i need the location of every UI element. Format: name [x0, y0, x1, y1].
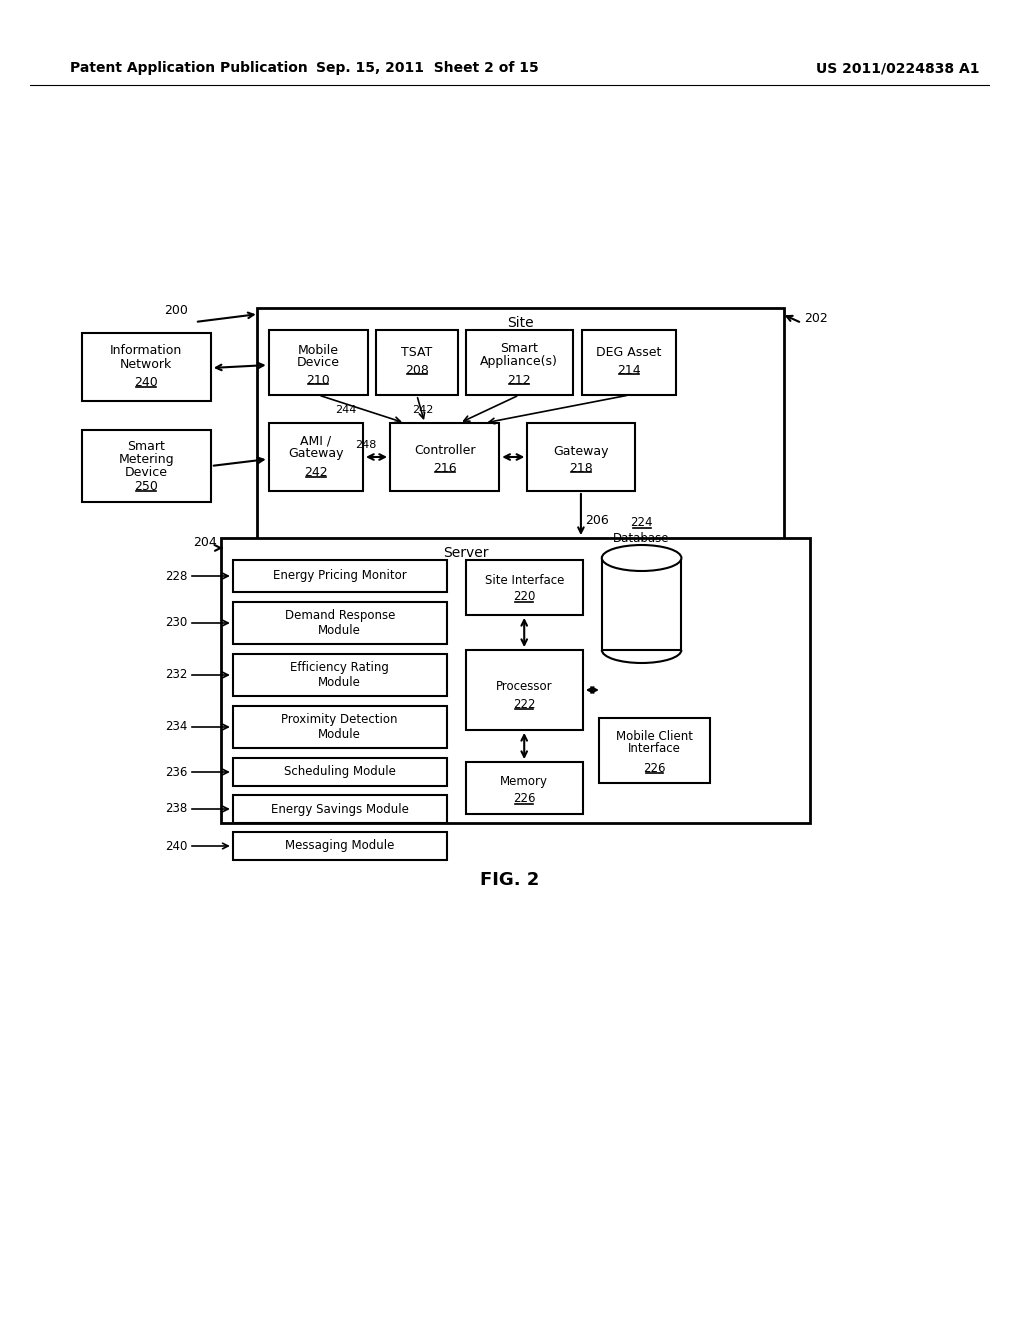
Text: 220: 220 [513, 590, 536, 603]
Bar [602, 558, 681, 649]
Text: 240: 240 [165, 840, 187, 853]
Text: 240: 240 [134, 376, 158, 389]
Text: Module: Module [318, 676, 361, 689]
Text: Processor: Processor [496, 680, 553, 693]
Text: 222: 222 [513, 697, 536, 710]
Text: Device: Device [125, 466, 168, 479]
Text: FIG. 2: FIG. 2 [479, 871, 539, 888]
Text: DEG Asset: DEG Asset [596, 346, 662, 359]
Text: 228: 228 [165, 569, 187, 582]
Text: 206: 206 [585, 515, 608, 528]
Text: 226: 226 [513, 792, 536, 805]
Bar [527, 422, 635, 491]
Text: US 2011/0224838 A1: US 2011/0224838 A1 [816, 61, 979, 75]
Text: 250: 250 [134, 480, 158, 494]
Text: Energy Pricing Monitor: Energy Pricing Monitor [272, 569, 407, 582]
Text: 208: 208 [404, 363, 429, 376]
Bar [466, 762, 583, 814]
Text: 200: 200 [164, 304, 188, 317]
Text: 242: 242 [412, 405, 433, 414]
Text: Site: Site [507, 315, 534, 330]
Text: Interface: Interface [628, 742, 681, 755]
Text: Proximity Detection: Proximity Detection [282, 714, 398, 726]
Text: 202: 202 [804, 312, 827, 325]
Text: Module: Module [318, 727, 361, 741]
Text: Efficiency Rating: Efficiency Rating [290, 661, 389, 675]
Text: 204: 204 [193, 536, 217, 549]
Text: 216: 216 [433, 462, 457, 474]
Text: Server: Server [442, 546, 488, 560]
Text: Appliance(s): Appliance(s) [480, 355, 558, 367]
Text: TSAT: TSAT [401, 346, 432, 359]
Ellipse shape [602, 545, 681, 572]
Text: Device: Device [297, 356, 340, 370]
Text: 226: 226 [643, 762, 666, 775]
Bar [232, 706, 446, 748]
Bar [232, 795, 446, 822]
Text: Module: Module [318, 623, 361, 636]
Bar [376, 330, 458, 395]
Bar [232, 832, 446, 861]
Text: Database: Database [613, 532, 670, 544]
Text: Memory: Memory [500, 776, 548, 788]
Text: Sep. 15, 2011  Sheet 2 of 15: Sep. 15, 2011 Sheet 2 of 15 [316, 61, 539, 75]
Text: Smart: Smart [127, 440, 165, 453]
Bar [232, 560, 446, 591]
Text: AMI /: AMI / [300, 434, 332, 447]
Bar [82, 430, 211, 502]
Text: 236: 236 [165, 766, 187, 779]
Text: 248: 248 [355, 440, 377, 450]
Bar [232, 653, 446, 696]
Bar [268, 422, 364, 491]
Text: Information: Information [111, 345, 182, 358]
Text: Controller: Controller [414, 445, 475, 458]
Text: Gateway: Gateway [553, 445, 608, 458]
Text: Messaging Module: Messaging Module [285, 840, 394, 853]
Bar [232, 602, 446, 644]
Bar [466, 330, 573, 395]
Text: 218: 218 [569, 462, 593, 474]
Text: Scheduling Module: Scheduling Module [284, 766, 395, 779]
Text: Metering: Metering [119, 453, 174, 466]
Bar [390, 422, 500, 491]
Bar [257, 308, 783, 556]
Text: Mobile: Mobile [298, 343, 339, 356]
Text: 224: 224 [631, 516, 653, 529]
Text: 232: 232 [165, 668, 187, 681]
Text: Mobile Client: Mobile Client [616, 730, 693, 742]
Text: 242: 242 [304, 466, 328, 479]
Bar [268, 330, 368, 395]
Bar [466, 560, 583, 615]
Text: 244: 244 [336, 405, 356, 414]
Text: Smart: Smart [501, 342, 539, 355]
Text: Energy Savings Module: Energy Savings Module [270, 803, 409, 816]
Text: Demand Response: Demand Response [285, 610, 395, 623]
Bar [232, 758, 446, 785]
Bar [82, 333, 211, 401]
Text: 238: 238 [165, 803, 187, 816]
Text: Gateway: Gateway [288, 447, 344, 461]
Text: 214: 214 [617, 363, 641, 376]
Bar [582, 330, 677, 395]
Text: 212: 212 [508, 374, 531, 387]
Text: 210: 210 [306, 374, 330, 387]
Text: 230: 230 [165, 616, 187, 630]
Bar [466, 649, 583, 730]
Text: 234: 234 [165, 721, 187, 734]
Bar [599, 718, 711, 783]
Text: Patent Application Publication: Patent Application Publication [70, 61, 307, 75]
Bar [221, 539, 810, 822]
Text: Site Interface: Site Interface [484, 573, 564, 586]
Text: Network: Network [120, 358, 172, 371]
